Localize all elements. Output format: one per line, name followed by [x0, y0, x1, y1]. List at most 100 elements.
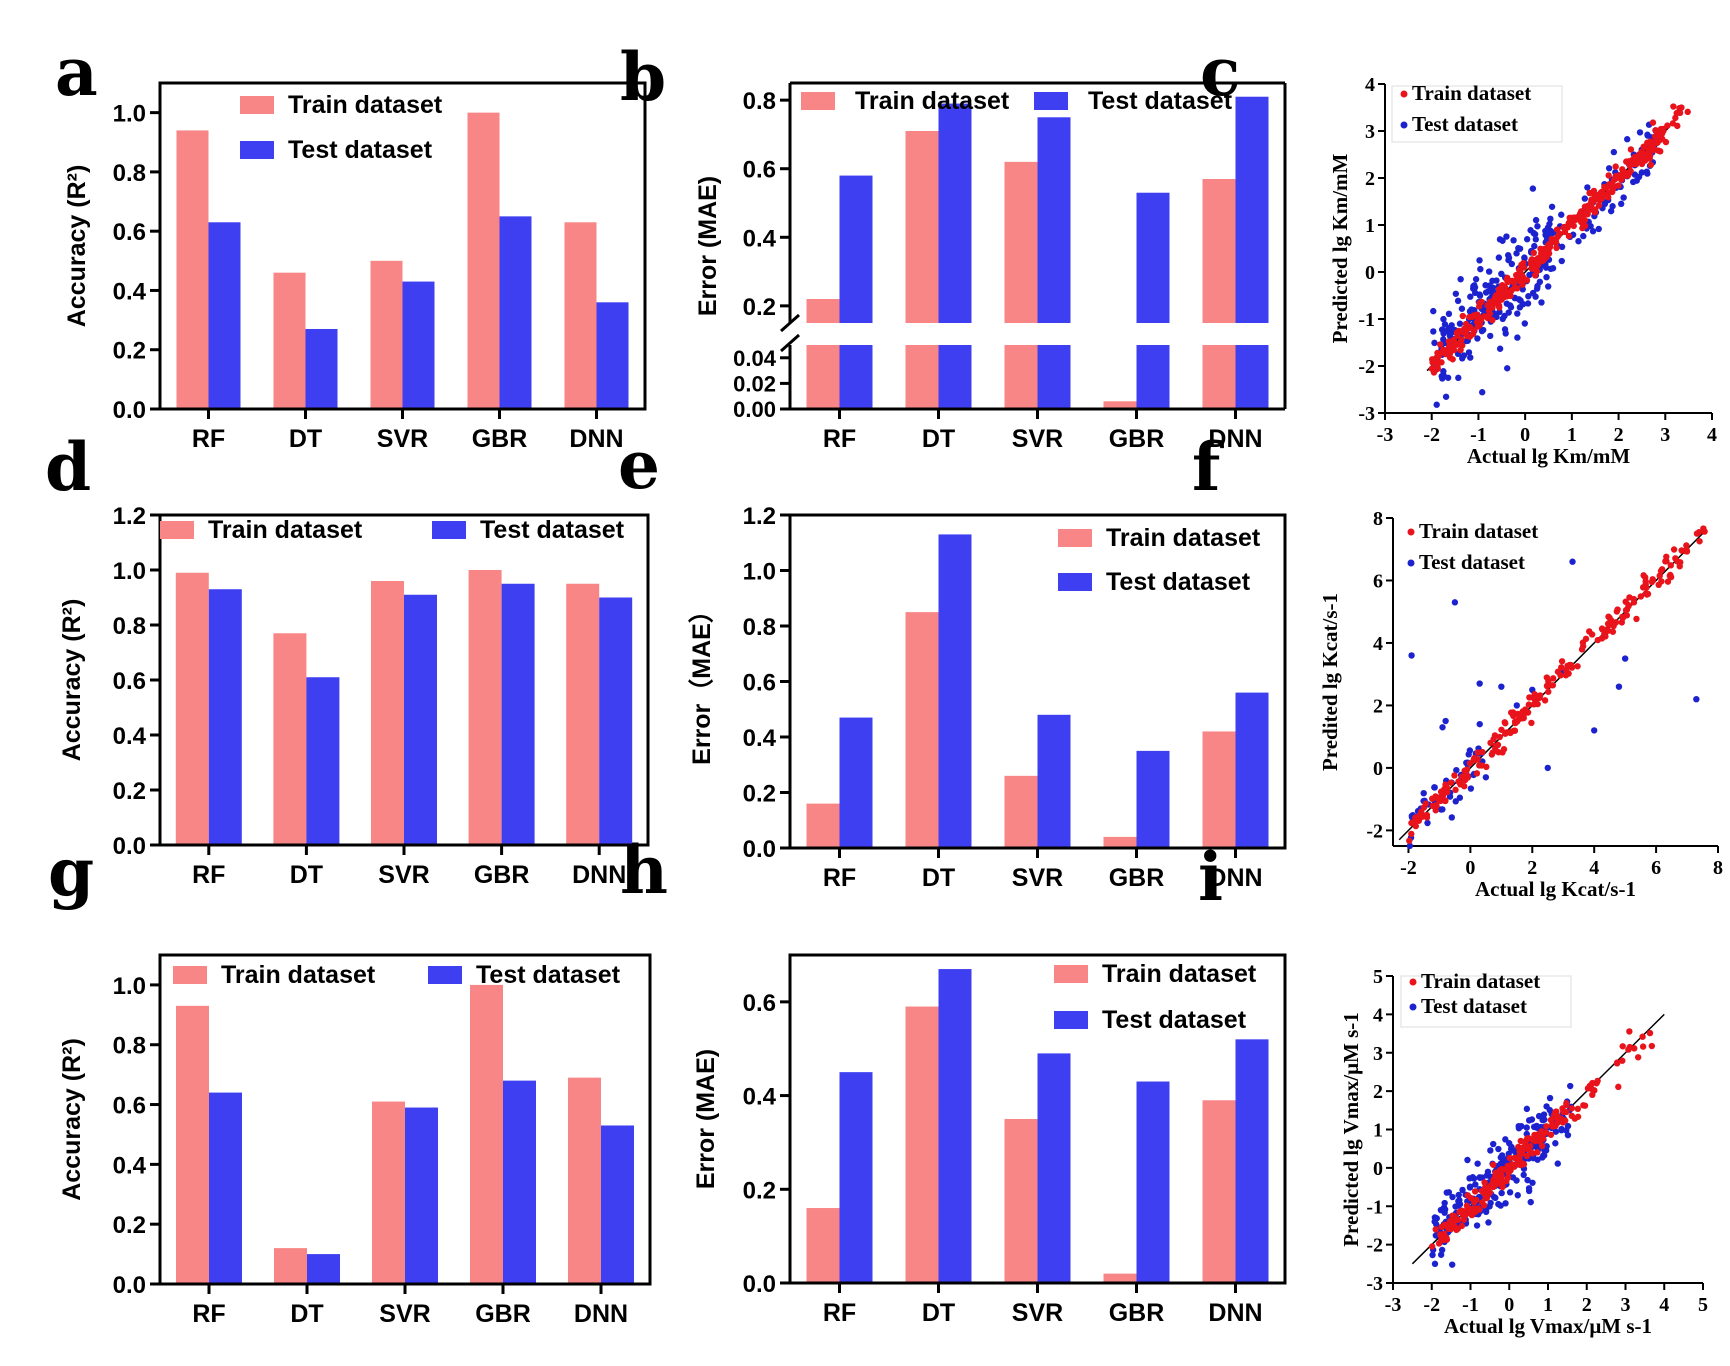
- point-train: [1471, 1188, 1479, 1195]
- y-tick-label: 0.2: [113, 778, 146, 805]
- point-train: [1619, 613, 1626, 620]
- point-train: [1696, 538, 1703, 545]
- y-tick-label: -3: [1358, 403, 1375, 425]
- point-test: [1540, 1111, 1548, 1118]
- point-test: [1618, 200, 1625, 208]
- point-train: [1479, 1199, 1486, 1206]
- point-train: [1571, 1115, 1579, 1122]
- point-test: [1502, 1200, 1509, 1207]
- point-train: [1543, 1123, 1550, 1130]
- point-train: [1615, 182, 1622, 189]
- bar-g-test-dt: [307, 1254, 340, 1284]
- point-train: [1664, 578, 1672, 585]
- x-tick-label: SVR: [378, 861, 429, 889]
- point-train: [1535, 260, 1542, 267]
- y-tick-label: 0.4: [113, 723, 147, 750]
- point-train: [1534, 1149, 1541, 1156]
- y-axis-label: Error (MAE): [692, 1049, 720, 1189]
- point-test: [1490, 1140, 1497, 1148]
- point-train: [1601, 183, 1608, 191]
- point-test: [1590, 727, 1598, 734]
- y-tick-label: 1.0: [113, 973, 146, 1000]
- point-train: [1561, 228, 1569, 236]
- legend-label-train: Train dataset: [1421, 969, 1540, 993]
- point-train: [1535, 694, 1543, 701]
- point-test: [1520, 1171, 1527, 1179]
- bar-b-test-svr-lower: [1037, 345, 1071, 409]
- point-train: [1553, 235, 1560, 243]
- point-test: [1504, 365, 1511, 372]
- legend-label-test: Test dataset: [1106, 568, 1251, 596]
- point-train: [1508, 287, 1515, 294]
- point-train: [1594, 191, 1602, 199]
- y-axis-label: Error（MAE）: [687, 598, 716, 765]
- point-test: [1523, 236, 1531, 243]
- point-train: [1476, 299, 1483, 307]
- panel-letter-c: c: [1200, 33, 1240, 111]
- x-tick-label: DNN: [572, 861, 626, 889]
- y-tick-label: 1.2: [113, 503, 146, 530]
- legend-label-test: Test dataset: [1419, 550, 1525, 574]
- point-train: [1502, 730, 1509, 737]
- point-test: [1466, 1175, 1473, 1182]
- point-train: [1612, 172, 1620, 180]
- point-train: [1449, 356, 1456, 363]
- x-tick-label: GBR: [474, 861, 530, 889]
- legend-label-test: Test dataset: [480, 516, 625, 544]
- point-train: [1588, 198, 1595, 205]
- point-train: [1579, 643, 1587, 650]
- bar-e-test-rf: [839, 717, 873, 848]
- point-train: [1528, 256, 1536, 263]
- y-axis-label: Error (MAE): [694, 176, 722, 316]
- point-test: [1636, 129, 1644, 136]
- axis-break-mark: [780, 333, 800, 353]
- point-test: [1605, 165, 1613, 172]
- point-train: [1479, 748, 1486, 756]
- point-test: [1525, 293, 1532, 300]
- legend-label-train: Train dataset: [1412, 81, 1531, 105]
- point-train: [1490, 1161, 1497, 1168]
- bar-d-test-svr: [404, 594, 437, 845]
- point-train: [1483, 1194, 1490, 1202]
- point-train: [1646, 155, 1653, 162]
- point-test: [1567, 1082, 1574, 1090]
- x-tick-label: DT: [289, 425, 322, 453]
- scatter-chart-f: -2 0 2 4 6 8 -2 0 2 4 6 8 Actual lg Kcat/s-1 Predited…: [1318, 508, 1723, 901]
- point-train: [1445, 338, 1453, 345]
- bar-chart-b: 0.2 0.4 0.6 0.8 0.000.020.04 RF DT SVR GBR DNN Err…: [694, 81, 1287, 453]
- bar-d-train-rf: [175, 572, 209, 845]
- point-train: [1553, 244, 1560, 252]
- point-test: [1482, 289, 1490, 296]
- point-test: [1529, 185, 1537, 192]
- legend-swatch-test: [428, 966, 462, 984]
- point-test: [1474, 1160, 1481, 1167]
- point-train: [1584, 205, 1592, 213]
- point-train: [1567, 661, 1575, 669]
- point-train: [1608, 183, 1615, 191]
- bar-b-train-gbr: [1103, 401, 1137, 409]
- x-axis-label: Actual lg Km/mM: [1467, 444, 1630, 468]
- legend-swatch-test: [1054, 1011, 1088, 1029]
- x-tick-label: RF: [823, 425, 856, 453]
- x-tick-label: -3: [1377, 424, 1394, 446]
- point-train: [1678, 547, 1685, 554]
- point-train: [1646, 1029, 1654, 1037]
- bar-g-train-dt: [274, 1248, 307, 1284]
- point-test: [1535, 1112, 1543, 1120]
- panel-letter-b: b: [620, 38, 666, 116]
- bar-a-test-gbr: [499, 216, 532, 409]
- point-train: [1446, 350, 1454, 357]
- point-test: [1440, 1205, 1447, 1212]
- point-train: [1441, 786, 1448, 793]
- point-test: [1558, 243, 1566, 251]
- point-train: [1547, 1116, 1555, 1124]
- y-tick-label: 1.0: [113, 101, 146, 128]
- legend-marker-train: [1409, 978, 1417, 986]
- point-test: [1538, 299, 1545, 306]
- y-tick-label: -2: [1358, 356, 1375, 378]
- point-train: [1627, 167, 1634, 175]
- point-train: [1519, 272, 1526, 280]
- x-tick-label: 4: [1707, 424, 1717, 446]
- point-train: [1549, 675, 1557, 682]
- point-train: [1461, 776, 1469, 784]
